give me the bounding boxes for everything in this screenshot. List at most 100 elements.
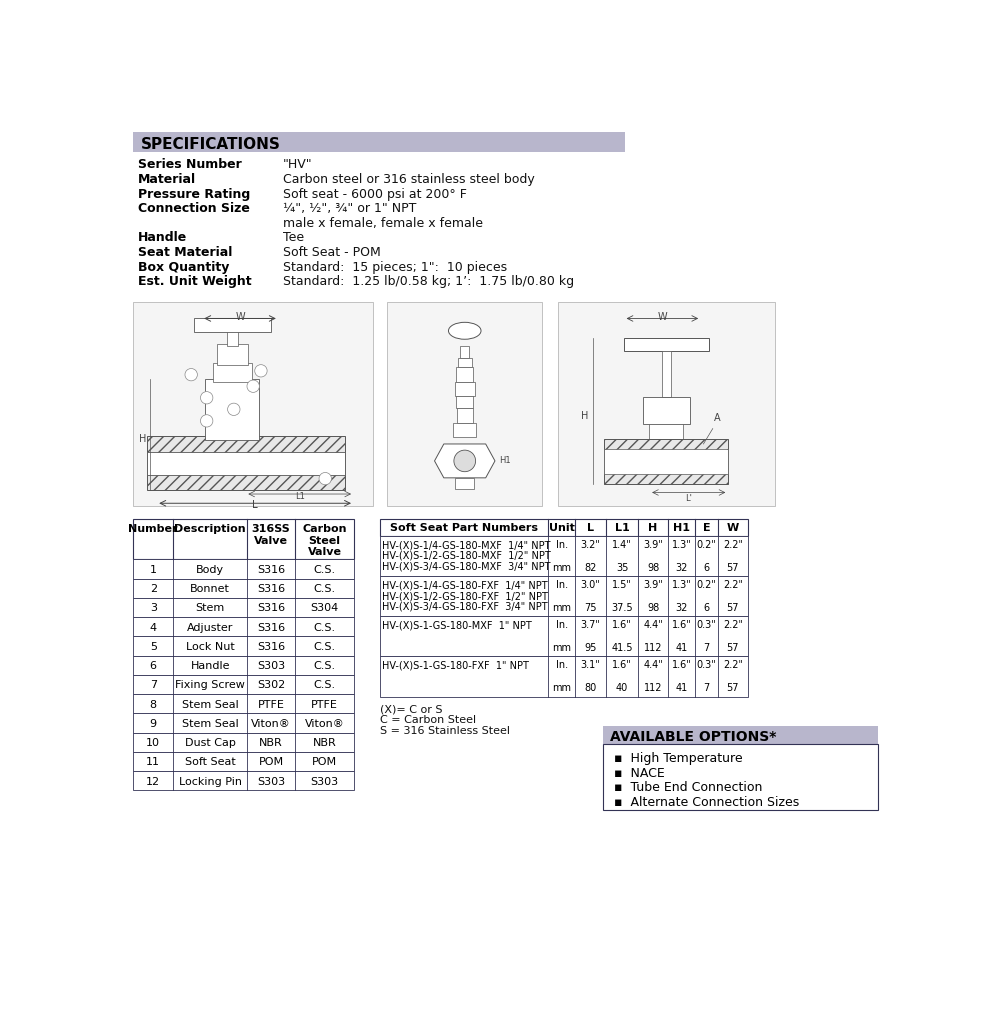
Text: HV-(X)S-1/2-GS-180-MXF  1/2" NPT: HV-(X)S-1/2-GS-180-MXF 1/2" NPT [382,551,550,561]
Circle shape [228,403,240,416]
Bar [133,617,354,637]
Text: In.: In. [555,581,567,590]
Text: Dust Cap: Dust Cap [185,738,236,749]
Text: Soft Seat - POM: Soft Seat - POM [282,246,380,259]
Text: ▪  Tube End Connection: ▪ Tube End Connection [614,781,762,795]
Text: ¼", ½", ¾" or 1" NPT: ¼", ½", ¾" or 1" NPT [282,202,416,215]
Text: "HV": "HV" [282,159,312,171]
Polygon shape [435,444,495,478]
Text: 35: 35 [616,562,629,572]
Text: 10: 10 [147,738,160,749]
Text: 8: 8 [149,699,156,710]
Text: 6: 6 [258,367,263,373]
Bar [133,579,354,598]
Text: 3.0": 3.0" [580,581,600,590]
Text: PTFE: PTFE [257,699,284,710]
Text: 0.2": 0.2" [697,541,717,550]
Text: 75: 75 [584,602,597,612]
Text: 9: 9 [149,719,156,729]
Text: S = 316 Stainless Steel: S = 316 Stainless Steel [379,726,510,736]
Text: Carbon
Steel
Valve: Carbon Steel Valve [302,524,346,557]
Text: Pressure Rating: Pressure Rating [138,187,249,201]
Text: 37.5: 37.5 [611,602,633,612]
Text: HV-(X)S-3/4-GS-180-FXF  3/4" NPT: HV-(X)S-3/4-GS-180-FXF 3/4" NPT [382,602,547,611]
Text: Stem: Stem [196,603,225,613]
Text: 112: 112 [644,643,662,652]
Text: 2.2": 2.2" [723,581,742,590]
Bar [133,598,354,617]
Text: S316: S316 [257,565,285,574]
Text: L': L' [685,494,692,503]
Text: 5: 5 [149,642,156,652]
Text: HV-(X)S-1/2-GS-180-FXF  1/2" NPT: HV-(X)S-1/2-GS-180-FXF 1/2" NPT [382,591,547,601]
Text: In.: In. [555,541,567,550]
Text: Standard:  15 pieces; 1":  10 pieces: Standard: 15 pieces; 1": 10 pieces [282,261,507,273]
Text: L: L [587,523,594,534]
Text: 2.2": 2.2" [723,621,742,631]
Bar [379,577,747,616]
Text: 112: 112 [644,683,662,692]
Circle shape [319,472,332,484]
Text: Viton®: Viton® [251,719,291,729]
Text: L: L [252,500,257,510]
Text: 40: 40 [616,683,629,692]
Text: L1: L1 [295,493,305,502]
Text: PTFE: PTFE [311,699,338,710]
Bar [379,656,747,696]
Circle shape [200,415,213,427]
Bar [133,637,354,655]
Text: 57: 57 [727,643,740,652]
Bar [133,733,354,752]
Text: Number: Number [129,524,178,535]
Bar [217,344,248,366]
Bar [379,519,747,537]
Text: HV-(X)S-1/4-GS-180-MXF  1/4" NPT: HV-(X)S-1/4-GS-180-MXF 1/4" NPT [382,541,550,550]
Bar [193,318,271,333]
Text: mm: mm [552,643,571,652]
Text: Stem Seal: Stem Seal [182,719,239,729]
Text: W: W [657,312,667,323]
Bar [624,339,709,351]
Circle shape [200,391,213,403]
Text: 1.5": 1.5" [612,581,632,590]
Text: S303: S303 [257,662,285,671]
Text: male x female, female x female: male x female, female x female [282,217,483,229]
Bar [133,301,373,506]
Text: (X)= C or S: (X)= C or S [379,705,442,714]
Text: 2.2": 2.2" [723,660,742,671]
Text: C.S.: C.S. [314,642,336,652]
Text: 4.4": 4.4" [644,660,663,671]
Text: HV-(X)S-1/4-GS-180-FXF  1/4" NPT: HV-(X)S-1/4-GS-180-FXF 1/4" NPT [382,581,547,590]
Bar [147,452,345,475]
Text: 0.2": 0.2" [697,581,717,590]
Bar [133,132,625,153]
Text: Series Number: Series Number [138,159,242,171]
Text: ▪  NACE: ▪ NACE [614,767,664,779]
Text: 95: 95 [584,643,597,652]
Text: C = Carbon Steel: C = Carbon Steel [379,715,475,725]
Text: 12: 12 [147,776,160,786]
Text: 0.3": 0.3" [697,621,717,631]
Text: Stem Seal: Stem Seal [182,699,239,710]
Bar [604,439,729,484]
Text: 1.3": 1.3" [671,581,691,590]
Text: 1: 1 [149,565,156,574]
Bar [453,423,476,437]
Bar [133,771,354,791]
Text: Soft Seat: Soft Seat [185,758,236,767]
Text: 6: 6 [704,602,710,612]
Bar [147,436,345,490]
Text: S316: S316 [257,642,285,652]
Bar [661,351,671,397]
Text: 32: 32 [675,602,687,612]
Text: 82: 82 [584,562,597,572]
Text: 3.1": 3.1" [580,660,600,671]
Circle shape [185,369,197,381]
Text: mm: mm [552,683,571,692]
Text: AVAILABLE OPTIONS*: AVAILABLE OPTIONS* [611,730,777,743]
Text: S303: S303 [257,776,285,786]
Bar [205,379,259,440]
Text: Body: Body [196,565,224,574]
Text: H: H [581,411,589,421]
Text: NBR: NBR [313,738,337,749]
